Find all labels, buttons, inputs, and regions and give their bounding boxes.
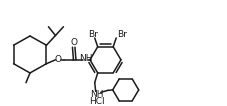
Text: NH: NH xyxy=(90,90,104,99)
Text: NH: NH xyxy=(79,54,93,63)
Text: O: O xyxy=(55,55,62,64)
Text: O: O xyxy=(70,38,77,47)
Text: HCl: HCl xyxy=(89,97,105,106)
Text: Br: Br xyxy=(88,30,98,39)
Text: Br: Br xyxy=(117,30,127,39)
